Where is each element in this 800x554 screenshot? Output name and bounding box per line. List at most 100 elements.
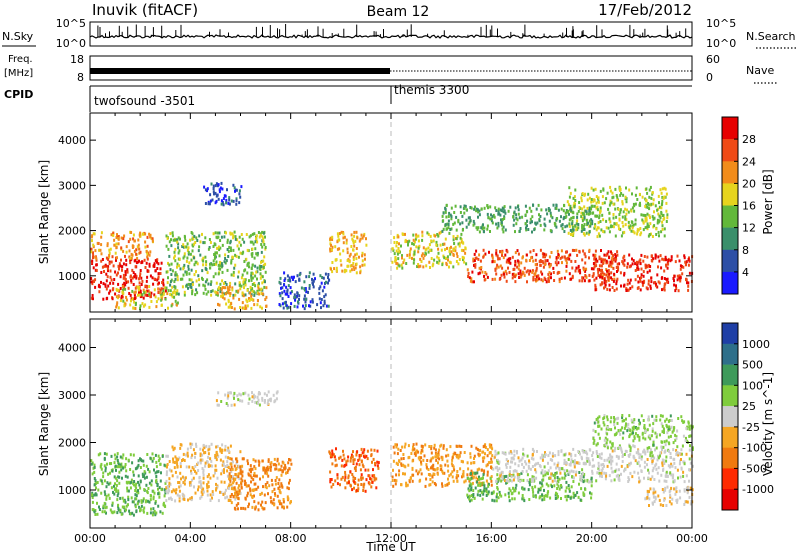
echo-cell xyxy=(172,238,175,242)
echo-cell xyxy=(581,223,584,227)
echo-cell xyxy=(467,467,470,471)
echo-cell xyxy=(612,254,615,258)
echo-cell xyxy=(219,246,222,250)
echo-cell xyxy=(478,213,481,217)
echo-cell xyxy=(583,193,586,197)
echo-cell xyxy=(282,306,285,310)
echo-cell xyxy=(529,478,531,482)
echo-cell xyxy=(110,233,113,237)
echo-cell xyxy=(461,473,464,477)
echo-cell xyxy=(601,195,604,199)
echo-cell xyxy=(616,253,619,257)
echo-cell xyxy=(562,209,565,213)
echo-cell xyxy=(480,266,483,269)
echo-cell xyxy=(517,491,520,495)
echo-cell xyxy=(601,274,604,278)
echo-cell xyxy=(245,306,248,310)
echo-cell xyxy=(334,464,337,468)
echo-cell xyxy=(460,248,463,252)
echo-cell xyxy=(582,212,585,216)
echo-cell xyxy=(355,247,358,250)
echo-cell xyxy=(104,469,107,473)
echo-cell xyxy=(149,233,152,237)
echo-cell xyxy=(271,501,274,505)
echo-cell xyxy=(592,441,595,445)
echo-cell xyxy=(499,264,502,268)
echo-cell xyxy=(91,259,94,263)
echo-cell xyxy=(455,476,458,480)
echo-cell xyxy=(594,187,597,191)
echo-cell xyxy=(588,279,591,283)
echo-cell xyxy=(623,271,626,275)
echo-cell xyxy=(137,247,140,251)
echo-cell xyxy=(113,492,116,496)
echo-cell xyxy=(646,270,649,274)
echo-cell xyxy=(491,260,494,264)
echo-cell xyxy=(411,467,414,471)
echo-cell xyxy=(660,210,663,214)
echo-cell xyxy=(213,263,216,266)
echo-cell xyxy=(183,234,186,238)
echo-cell xyxy=(141,302,144,306)
echo-cell xyxy=(590,218,593,222)
echo-cell xyxy=(442,444,445,448)
echo-cell xyxy=(588,459,591,463)
echo-cell xyxy=(146,269,149,273)
echo-cell xyxy=(116,465,119,469)
echo-cell xyxy=(621,260,624,264)
echo-cell xyxy=(250,480,252,484)
echo-cell xyxy=(543,228,546,232)
echo-cell xyxy=(371,460,373,464)
echo-cell xyxy=(565,269,568,273)
echo-cell xyxy=(189,252,192,256)
echo-cell xyxy=(487,484,490,488)
echo-cell xyxy=(609,201,612,205)
echo-cell xyxy=(626,208,628,212)
echo-cell xyxy=(647,415,650,419)
echo-cell xyxy=(276,459,279,463)
echo-cell xyxy=(131,500,134,504)
echo-cell xyxy=(137,285,139,289)
echo-cell xyxy=(119,496,122,500)
echo-cell xyxy=(434,448,437,452)
echo-cell xyxy=(640,231,643,235)
echo-cell xyxy=(648,471,650,475)
echo-cell xyxy=(612,470,615,474)
echo-cell xyxy=(266,472,269,476)
freq-tick-top: 18 xyxy=(70,53,84,66)
echo-cell xyxy=(526,269,529,273)
echo-cell xyxy=(208,202,211,206)
echo-cell xyxy=(412,261,415,265)
echo-cell xyxy=(160,298,163,302)
echo-cell xyxy=(257,485,260,489)
echo-cell xyxy=(217,499,220,503)
echo-cell xyxy=(124,474,127,478)
echo-cell xyxy=(155,305,158,309)
echo-cell xyxy=(158,495,161,499)
echo-cell xyxy=(357,487,360,491)
echo-cell xyxy=(531,475,534,479)
echo-cell xyxy=(237,275,240,279)
echo-cell xyxy=(459,451,462,455)
echo-cell xyxy=(219,239,222,242)
echo-cell xyxy=(125,281,128,284)
echo-cell xyxy=(670,473,673,477)
echo-cell xyxy=(473,263,475,267)
echo-cell xyxy=(642,259,645,263)
echo-cell xyxy=(479,453,481,457)
echo-cell xyxy=(406,253,409,257)
echo-cell xyxy=(491,253,494,257)
echo-cell xyxy=(446,483,449,487)
echo-cell xyxy=(96,512,99,516)
echo-cell xyxy=(210,442,213,446)
echo-cell xyxy=(288,478,291,482)
echo-cell xyxy=(442,446,445,450)
echo-cell xyxy=(194,491,197,495)
echo-cell xyxy=(529,221,532,225)
echo-cell xyxy=(513,218,516,222)
echo-cell xyxy=(108,251,111,255)
echo-cell xyxy=(395,445,398,449)
echo-cell xyxy=(103,452,106,456)
echo-cell xyxy=(576,226,579,230)
echo-cell xyxy=(586,479,589,483)
